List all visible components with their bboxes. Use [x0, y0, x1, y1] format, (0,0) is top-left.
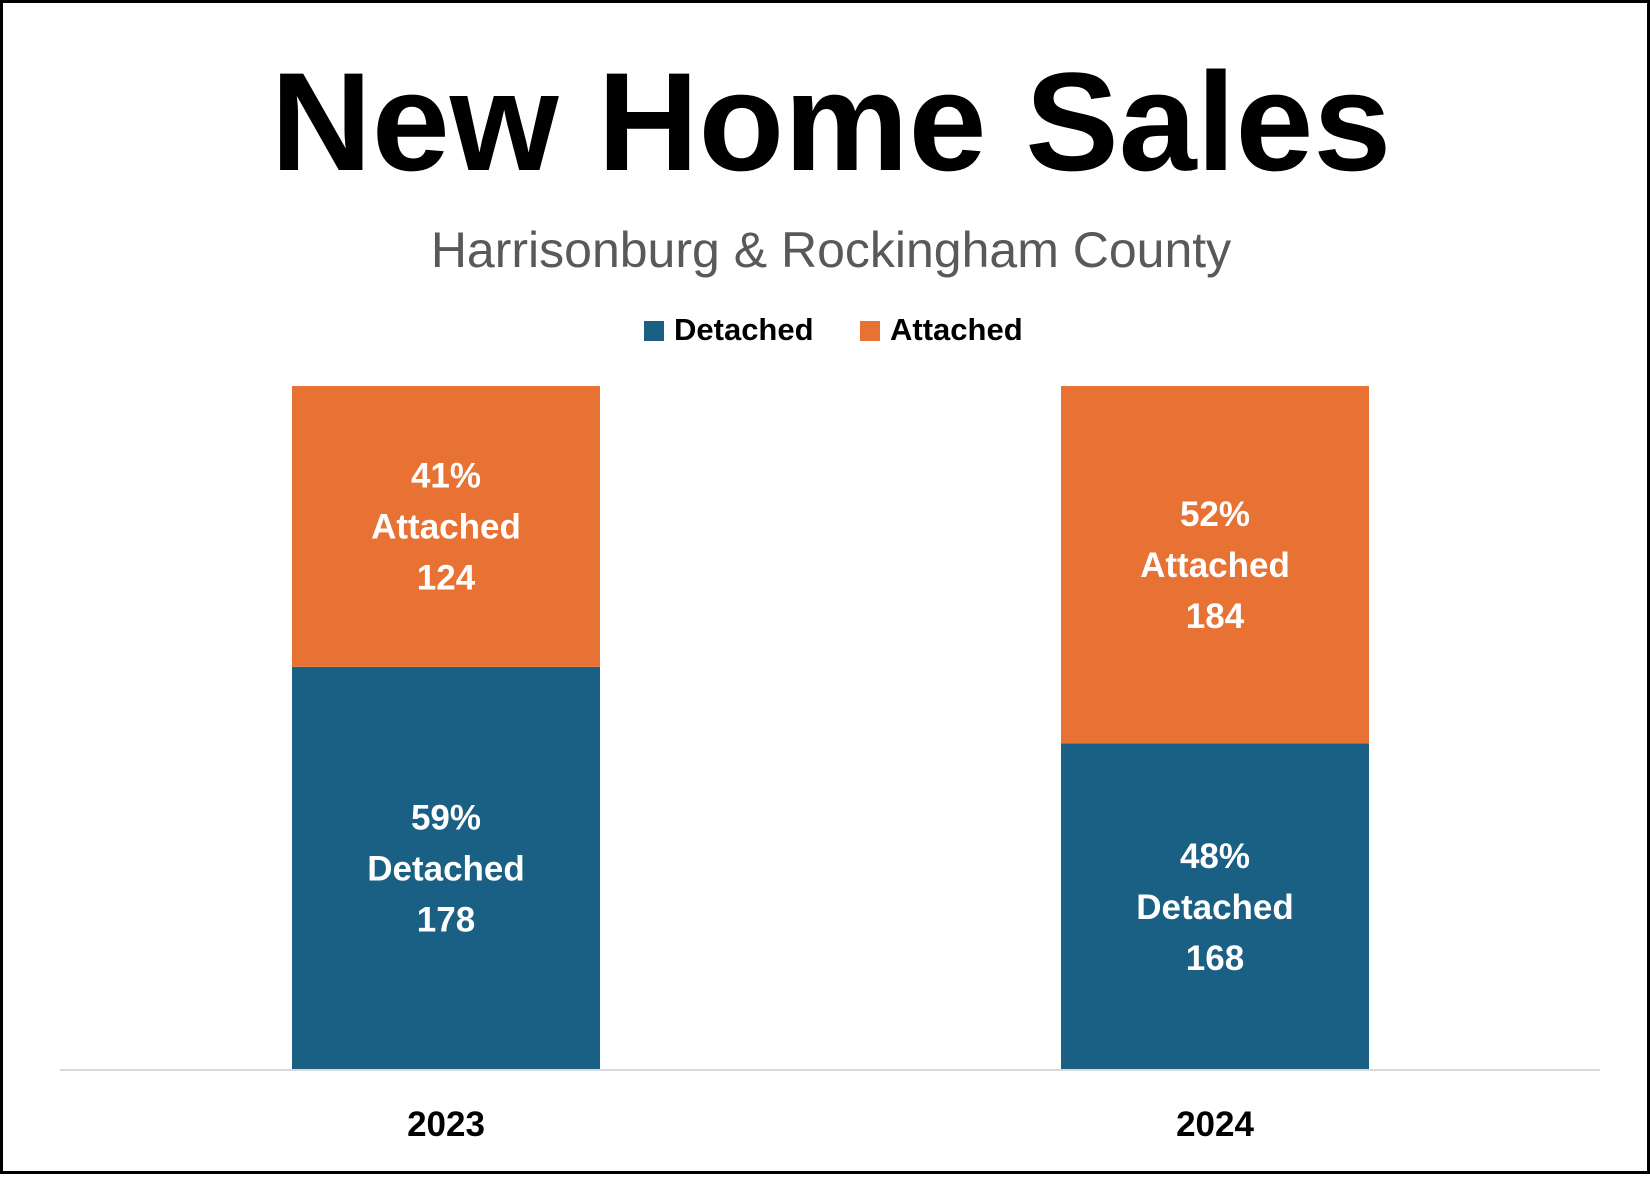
chart-subtitle: Harrisonburg & Rockingham County [431, 222, 1231, 278]
data-label-detached-2023-line3: 178 [417, 900, 475, 939]
data-label-attached-2024-line3: 184 [1186, 597, 1245, 636]
data-label-attached-2023-line1: 41% [411, 456, 481, 495]
legend: Detached Attached [644, 312, 1023, 347]
x-tick-label-2023: 2023 [407, 1105, 485, 1144]
x-axis-ticks: 2023 2024 [407, 1105, 1254, 1144]
bar-detached-2024 [1061, 743, 1369, 1070]
data-label-detached-2024-line3: 168 [1186, 939, 1244, 978]
bar-attached-2024 [1061, 386, 1369, 744]
data-label-attached-2023-line2: Attached [371, 507, 521, 546]
data-label-attached-2024-line1: 52% [1180, 495, 1250, 534]
bar-attached-2023 [292, 386, 600, 667]
legend-swatch-detached [644, 321, 664, 341]
bars-group: 59% Detached 178 41% Attached 124 48% Detached 1… [292, 386, 1369, 1070]
data-label-detached-2023-line1: 59% [411, 798, 481, 837]
chart-title: New Home Sales [271, 43, 1391, 200]
data-label-detached-2023-line2: Detached [367, 849, 525, 888]
data-label-attached-2023-line3: 124 [417, 558, 476, 597]
chart-canvas: New Home Sales Harrisonburg & Rockingham… [60, 43, 1600, 1144]
bar-detached-2023 [292, 666, 600, 1070]
legend-swatch-attached [860, 321, 880, 341]
x-tick-label-2024: 2024 [1176, 1105, 1254, 1144]
data-label-detached-2024-line2: Detached [1136, 888, 1294, 927]
data-label-detached-2024-line1: 48% [1180, 837, 1250, 876]
legend-label-detached: Detached [674, 312, 814, 347]
data-label-attached-2024-line2: Attached [1140, 546, 1290, 585]
legend-label-attached: Attached [890, 312, 1023, 347]
